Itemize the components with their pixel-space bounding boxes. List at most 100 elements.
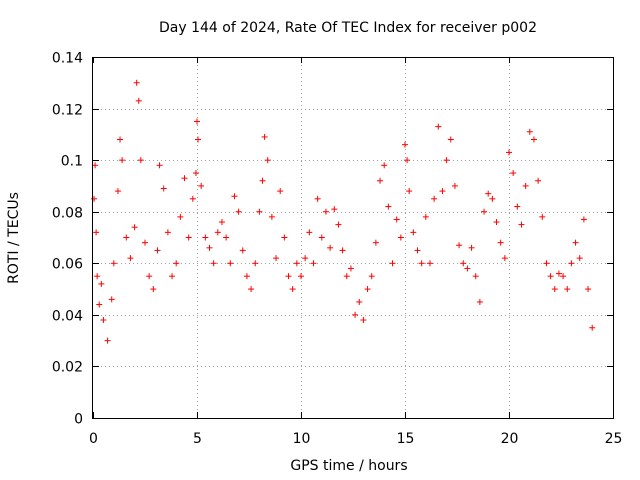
data-point [439,188,446,195]
data-point [104,337,111,344]
data-point [364,286,371,293]
data-point [94,273,101,280]
x-axis-label: GPS time / hours [290,458,407,474]
data-point [185,234,192,241]
data-point [493,219,500,226]
data-point [547,273,554,280]
data-point [248,286,255,293]
data-point [526,128,533,135]
data-point [580,216,587,223]
data-point [481,208,488,215]
data-point [117,136,124,143]
data-point [227,260,234,267]
data-point [135,97,142,104]
data-point [489,195,496,202]
data-point [568,260,575,267]
data-point [585,286,592,293]
data-point [235,208,242,215]
data-point [189,195,196,202]
x-tick-label: 10 [293,431,311,447]
data-point [131,224,138,231]
data-point [142,239,148,246]
data-point [298,273,304,280]
data-point [108,296,115,303]
data-point [293,260,300,267]
data-point [181,175,188,182]
data-point [560,273,567,280]
data-point [137,157,144,164]
data-point [310,260,317,267]
data-point [173,260,180,267]
data-point [160,185,167,192]
data-point [194,118,200,125]
x-tick-label: 25 [605,431,623,447]
data-point [572,239,579,246]
data-point [543,260,550,267]
y-tick-label: 0.06 [52,257,83,273]
data-point [195,136,202,143]
data-point [318,234,325,241]
data-point [239,247,246,254]
y-tick-label: 0.14 [52,51,83,67]
data-point [535,177,542,184]
data-point [110,260,117,267]
x-tick-label: 15 [397,431,415,447]
data-point [347,265,354,272]
data-point [198,182,205,189]
data-point [322,208,329,215]
data-point [368,273,375,280]
data-point [243,273,250,280]
y-tick-label: 0.1 [61,154,83,170]
data-point [377,177,384,184]
x-tick-label: 5 [193,431,202,447]
data-point [277,188,284,195]
x-tick-label: 20 [501,431,519,447]
data-point [164,229,171,236]
data-point [406,188,413,195]
data-point [468,244,475,251]
data-point [192,170,199,177]
data-point [431,195,438,202]
data-point [133,79,140,86]
data-point [289,286,296,293]
data-point [146,273,153,280]
data-point [231,193,238,200]
data-point [397,234,404,241]
data-point [514,203,521,210]
y-tick-label: 0.02 [52,360,83,376]
data-point [385,203,392,210]
data-point [360,317,367,324]
data-point [93,229,100,236]
data-point [497,239,504,246]
data-point [418,260,425,267]
data-point [404,157,411,164]
data-point [426,260,433,267]
chart-title: Day 144 of 2024, Rate Of TEC Index for r… [159,20,537,36]
data-point [281,234,288,241]
data-point [551,286,558,293]
data-point [331,206,338,213]
data-point [464,265,471,272]
data-point [381,162,388,169]
data-point [435,123,442,130]
data-point [156,162,163,169]
data-point [98,280,105,287]
data-point [285,273,292,280]
axis-ticks [93,57,614,419]
data-point [339,247,346,254]
data-point [410,229,417,236]
data-point [472,273,479,280]
data-point [210,260,217,267]
data-point [443,157,450,164]
data-point [261,133,268,140]
data-point [476,298,483,305]
y-tick-labels: 0 0.02 0.04 0.06 0.08 0.1 0.12 0.14 [52,51,83,428]
data-point [114,188,121,195]
data-point [555,270,562,277]
data-point [264,157,271,164]
data-point [510,170,517,177]
y-tick-label: 0.04 [52,309,83,325]
data-point [302,255,309,262]
data-point [177,213,184,220]
